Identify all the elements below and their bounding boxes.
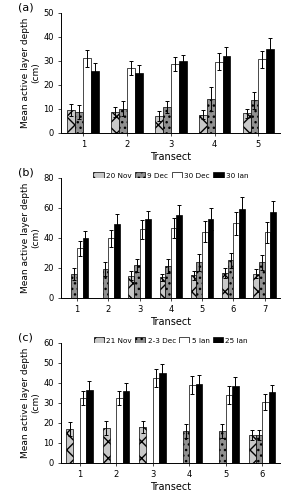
Bar bbox=[171, 228, 176, 298]
Bar bbox=[67, 110, 75, 132]
Bar bbox=[163, 108, 171, 132]
Bar bbox=[225, 394, 232, 462]
X-axis label: Transect: Transect bbox=[150, 317, 191, 327]
Bar bbox=[159, 277, 165, 297]
Bar bbox=[265, 232, 270, 298]
Bar bbox=[262, 402, 269, 462]
Text: (a): (a) bbox=[18, 3, 33, 13]
Bar bbox=[258, 60, 266, 132]
Bar bbox=[111, 112, 119, 132]
Bar bbox=[208, 219, 213, 298]
Text: (c): (c) bbox=[18, 333, 32, 343]
Bar bbox=[259, 262, 265, 298]
Y-axis label: Mean active layer depth
(cm): Mean active layer depth (cm) bbox=[21, 18, 40, 128]
Bar bbox=[152, 378, 159, 462]
Bar bbox=[116, 398, 123, 462]
Bar bbox=[91, 72, 99, 132]
Bar bbox=[75, 112, 83, 132]
Bar bbox=[159, 372, 166, 462]
Bar bbox=[134, 265, 140, 298]
Y-axis label: Mean active layer depth
(cm): Mean active layer depth (cm) bbox=[21, 348, 40, 458]
Bar bbox=[256, 434, 262, 462]
Bar bbox=[176, 215, 182, 298]
Bar bbox=[251, 100, 258, 132]
Bar bbox=[191, 275, 197, 297]
Bar bbox=[86, 390, 93, 462]
Bar bbox=[79, 398, 86, 462]
Bar bbox=[223, 56, 230, 132]
Bar bbox=[145, 219, 151, 298]
Legend: 20 Nov, 9 Dec, 30 Dec, 30 Jan: 20 Nov, 9 Dec, 30 Dec, 30 Jan bbox=[93, 172, 248, 178]
Bar bbox=[103, 428, 110, 462]
Bar bbox=[83, 58, 91, 132]
Bar bbox=[119, 108, 127, 132]
Bar bbox=[199, 114, 207, 132]
Bar bbox=[77, 248, 83, 298]
Bar bbox=[239, 209, 245, 298]
Bar bbox=[182, 430, 189, 462]
Bar bbox=[219, 430, 225, 462]
Bar bbox=[140, 229, 145, 298]
Bar bbox=[127, 68, 135, 132]
Bar bbox=[269, 392, 275, 462]
Bar bbox=[202, 232, 208, 298]
Bar bbox=[83, 238, 88, 298]
Bar bbox=[228, 260, 233, 298]
Bar bbox=[222, 273, 228, 297]
Y-axis label: Mean active layer depth
(cm): Mean active layer depth (cm) bbox=[21, 182, 40, 292]
Bar bbox=[197, 262, 202, 298]
Bar bbox=[253, 274, 259, 297]
Legend: 21 Nov, 2-3 Dec, 5 Jan, 25 Jan: 21 Nov, 2-3 Dec, 5 Jan, 25 Jan bbox=[94, 337, 248, 344]
X-axis label: Transect: Transect bbox=[150, 152, 191, 162]
Bar bbox=[102, 269, 108, 298]
Bar bbox=[71, 274, 77, 297]
Bar bbox=[139, 426, 146, 462]
Bar bbox=[266, 48, 274, 132]
Bar bbox=[243, 114, 251, 132]
Bar bbox=[196, 384, 202, 462]
Text: (b): (b) bbox=[18, 168, 33, 178]
Bar bbox=[67, 428, 73, 462]
Bar bbox=[165, 266, 171, 298]
Bar bbox=[232, 386, 239, 462]
Bar bbox=[179, 60, 187, 132]
Bar bbox=[189, 384, 196, 462]
X-axis label: Transect: Transect bbox=[150, 482, 191, 492]
Bar bbox=[233, 223, 239, 298]
Bar bbox=[155, 116, 163, 132]
Bar bbox=[171, 64, 179, 132]
Bar bbox=[270, 212, 276, 298]
Bar bbox=[207, 99, 215, 132]
Bar bbox=[108, 238, 114, 298]
Bar bbox=[128, 276, 134, 297]
Bar bbox=[114, 224, 119, 298]
Bar bbox=[249, 434, 256, 462]
Bar bbox=[135, 72, 143, 132]
Bar bbox=[123, 390, 129, 462]
Bar bbox=[215, 62, 223, 132]
